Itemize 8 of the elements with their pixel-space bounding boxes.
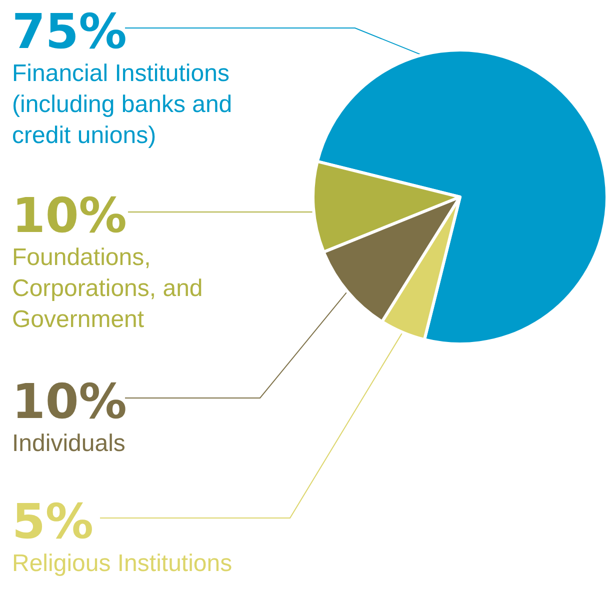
data-label: 75% [12,4,127,60]
slice-label: Foundations, Corporations, and Government [12,244,203,333]
data-label: 10% [12,188,127,244]
slice-label: Religious Institutions [12,550,232,577]
data-label: 10% [12,374,127,430]
data-label: 5% [12,494,94,550]
slice-label: Financial Institutions (including banks and credit unions) [12,60,232,149]
slice-label: Individuals [12,430,126,457]
